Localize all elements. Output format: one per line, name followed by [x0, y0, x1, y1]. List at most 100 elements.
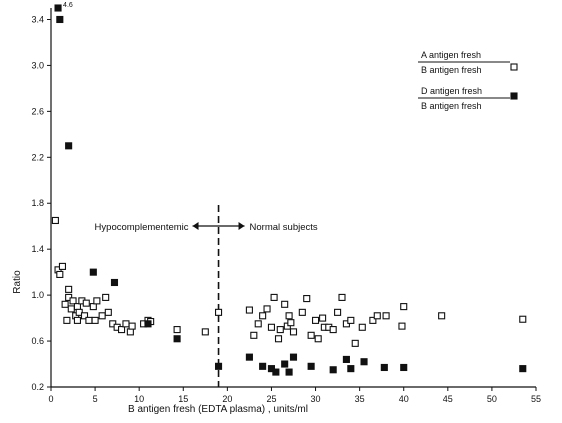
x-tick-label: 0 — [48, 394, 53, 404]
open-square-point — [382, 312, 390, 320]
open-square-point — [274, 335, 283, 343]
filled-square-point — [400, 363, 408, 372]
open-square-point — [314, 335, 322, 343]
y-tick-label: 0.2 — [31, 382, 44, 392]
legend: A antigen fresh B antigen fresh D antige… — [418, 50, 518, 111]
open-square-point — [303, 295, 311, 303]
hypocomplementemic-label: Hypocomplementemic — [95, 222, 189, 233]
open-square-point — [398, 322, 406, 330]
open-square-point — [400, 303, 408, 311]
x-tick-label: 15 — [178, 394, 188, 404]
filled-square-point — [289, 353, 298, 361]
open-square-point — [276, 326, 284, 334]
open-square-point — [289, 328, 298, 336]
open-square-point — [173, 326, 181, 334]
open-square-point — [51, 216, 59, 225]
open-square-point — [281, 300, 289, 308]
filled-square-point — [307, 362, 315, 370]
open-square-point — [358, 323, 366, 331]
legend-d-denominator: B antigen fresh — [421, 101, 482, 111]
x-tick-label: 30 — [311, 394, 321, 404]
filled-square-point — [380, 363, 388, 372]
filled-square-point — [173, 335, 181, 343]
x-tick-label: 10 — [134, 394, 144, 404]
filled-square-point — [54, 4, 62, 12]
open-square-point — [311, 316, 320, 324]
open-square-point — [80, 312, 89, 320]
open-square-point — [373, 312, 381, 320]
open-square-point — [254, 320, 262, 328]
open-square-point — [287, 319, 295, 327]
open-square-point — [69, 297, 77, 305]
left-arrowhead — [192, 222, 199, 230]
right-arrowhead — [238, 222, 245, 230]
open-square-point — [65, 285, 73, 293]
filled-square-point — [89, 268, 97, 276]
open-square-point — [338, 293, 346, 301]
x-tick-label: 25 — [266, 394, 276, 404]
open-square-point — [122, 320, 130, 328]
filled-square-point — [56, 15, 64, 24]
y-tick-label: 2.6 — [31, 106, 44, 116]
legend-a-numerator: A antigen fresh — [421, 50, 481, 60]
x-tick-label: 45 — [443, 394, 453, 404]
open-square-point — [298, 308, 306, 316]
filled-square-point — [272, 368, 280, 376]
legend-d-numerator: D antigen fresh — [421, 86, 482, 96]
open-square-point — [56, 270, 64, 278]
normal-subjects-label: Normal subjects — [250, 222, 318, 233]
open-square-point — [128, 322, 136, 330]
filled-square-point — [281, 360, 289, 368]
open-square-point — [104, 308, 112, 316]
open-square-point — [201, 328, 209, 336]
x-tick-label: 20 — [222, 394, 232, 404]
filled-square-point — [144, 320, 152, 328]
y-tick-label: 3.0 — [31, 60, 44, 70]
offscale-value-label: 4.6 — [63, 2, 73, 9]
open-square-point — [63, 316, 71, 324]
legend-filled-square-marker — [510, 92, 518, 100]
open-square-point — [351, 339, 359, 347]
open-square-point — [245, 306, 253, 314]
open-square-point — [285, 312, 293, 320]
open-square-point — [267, 323, 276, 331]
x-tick-label: 5 — [93, 394, 98, 404]
y-tick-label: 2.2 — [31, 152, 44, 162]
open-square-point — [438, 312, 446, 320]
open-square-point — [250, 331, 258, 339]
y-axis-label: Ratio — [12, 270, 23, 294]
open-square-point — [67, 305, 75, 313]
y-tick-label: 0.6 — [31, 336, 44, 346]
open-square-point — [61, 300, 69, 308]
filled-square-point — [347, 365, 355, 373]
open-square-point — [307, 331, 315, 339]
filled-square-point — [329, 366, 337, 374]
open-square-point — [117, 326, 126, 334]
filled-square-point — [245, 353, 253, 361]
x-tick-label: 55 — [531, 394, 541, 404]
filled-square-point — [285, 368, 293, 376]
legend-open-square-marker — [510, 63, 518, 71]
filled-square-point — [65, 142, 73, 150]
filled-square-point — [110, 278, 119, 287]
open-square-point — [89, 303, 97, 311]
open-square-point — [329, 326, 337, 334]
legend-a-denominator: B antigen fresh — [421, 65, 482, 75]
x-tick-label: 40 — [399, 394, 409, 404]
open-square-point — [85, 316, 93, 324]
open-square-point — [369, 316, 377, 324]
x-axis-ticks: 0 5 10 15 20 25 30 35 40 45 50 55 — [48, 387, 541, 404]
open-square-point — [102, 293, 110, 301]
open-square-point — [334, 308, 342, 316]
open-square-point — [73, 316, 82, 324]
open-square-point — [91, 316, 99, 324]
open-square-point — [214, 308, 223, 316]
x-tick-label: 35 — [355, 394, 365, 404]
open-square-point — [93, 297, 101, 305]
open-square-point — [263, 305, 271, 313]
y-tick-label: 1.0 — [31, 290, 44, 300]
y-tick-label: 3.4 — [31, 14, 44, 24]
filled-square-point — [360, 358, 368, 366]
filled-square-point — [214, 362, 223, 370]
